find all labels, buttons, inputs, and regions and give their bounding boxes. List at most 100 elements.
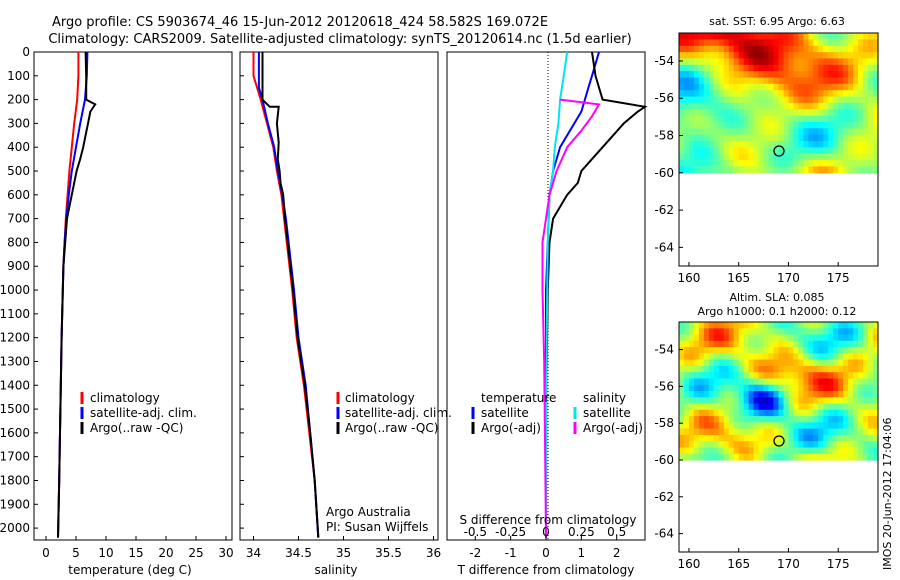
heat-cell [768, 128, 775, 136]
heat-cell [733, 359, 740, 367]
heat-cell [858, 365, 864, 373]
heat-cell [748, 441, 755, 449]
series-line-salinity-argo-adj [541, 98, 601, 538]
heat-cell [748, 434, 755, 442]
heat-cell [783, 141, 790, 148]
heat-cell [848, 45, 854, 53]
heat-cell [684, 141, 690, 148]
heat-cell [863, 353, 869, 361]
heat-cell [693, 39, 700, 47]
heat-cell [753, 153, 760, 161]
heat-cell [798, 391, 804, 398]
heat-cell [783, 153, 790, 161]
map-y-tick-label: -62 [654, 490, 674, 504]
heat-cell [748, 141, 755, 148]
salinity-panel: 34 34.5 35 35.5 36 salinity climatology sate… [239, 51, 452, 577]
y-tick-label: 400 [7, 140, 30, 154]
heat-cell [708, 416, 715, 423]
heat-cell [853, 422, 859, 430]
heat-cell [823, 102, 829, 110]
heat-cell [783, 434, 790, 442]
heat-cell [768, 39, 775, 47]
heat-cell [753, 416, 760, 423]
heat-cell [808, 378, 814, 386]
heat-cell [733, 83, 740, 91]
sst-heatmap [679, 33, 879, 174]
heat-cell [793, 52, 799, 60]
heat-cell [873, 141, 879, 148]
sla-heatmap [679, 322, 879, 461]
heat-cell [843, 115, 849, 123]
heat-cell [848, 353, 854, 361]
heat-cell [808, 422, 814, 430]
heat-cell [718, 122, 725, 129]
heat-cell [738, 391, 745, 398]
heat-cell [833, 378, 839, 386]
series-line-satellite-adj-clim [257, 52, 320, 538]
heat-cell [863, 340, 869, 348]
heat-cell [833, 403, 839, 411]
heat-cell [738, 45, 745, 53]
heat-cell [848, 153, 854, 161]
sla-map-panel: Altim. SLA: 0.085 Argo h1000: 0.1 h2000:… [654, 291, 879, 571]
heat-cell [863, 328, 869, 336]
heat-cell [868, 441, 874, 449]
heat-cell [768, 409, 775, 417]
heat-cell [684, 39, 690, 47]
heat-cell [858, 109, 864, 117]
map-x-tick-label: 165 [727, 557, 750, 571]
map-y-tick-label: -64 [654, 240, 674, 254]
heat-cell [853, 128, 859, 136]
heat-cell [693, 384, 700, 392]
difference-xlabel-top: S difference from climatology [460, 513, 637, 527]
heat-cell [679, 122, 685, 129]
heat-cell [803, 322, 809, 329]
y-tick-label: 1800 [0, 473, 30, 487]
heat-cell [848, 122, 854, 129]
heat-cell [808, 109, 814, 117]
heat-cell [778, 147, 785, 155]
heat-cell [753, 365, 760, 373]
heat-cell [689, 96, 695, 104]
heat-cell [828, 33, 834, 40]
heat-cell [873, 428, 879, 436]
heat-cell [679, 334, 685, 342]
heat-cell [868, 102, 874, 110]
heat-cell [773, 166, 780, 174]
heat-cell [803, 45, 809, 53]
heat-cell [873, 109, 879, 117]
heat-cell [758, 384, 765, 392]
heat-cell [868, 96, 874, 104]
heat-cell [778, 64, 785, 72]
heat-cell [788, 447, 795, 455]
heat-cell [793, 403, 799, 411]
y-tick-label: 1500 [0, 402, 30, 416]
heat-cell [733, 378, 740, 386]
heat-cell [823, 90, 829, 98]
heat-cell [679, 128, 685, 136]
heat-cell [708, 109, 715, 117]
map-y-tick-label: -62 [654, 203, 674, 217]
heat-cell [689, 365, 695, 373]
map-y-tick-label: -60 [654, 453, 674, 467]
map-y-tick-label: -58 [654, 416, 674, 430]
heat-cell [853, 372, 859, 380]
heat-cell [703, 403, 710, 411]
heat-cell [768, 83, 775, 91]
heat-cell [833, 109, 839, 117]
heat-cell [818, 153, 824, 161]
s-tick-label: 0 [542, 525, 550, 539]
heat-cell [708, 58, 715, 66]
heat-cell [808, 441, 814, 449]
heat-cell [778, 115, 785, 123]
heat-cell [708, 322, 715, 329]
heat-cell [778, 365, 785, 373]
heat-cell [758, 115, 765, 123]
heat-cell [813, 447, 819, 455]
heat-cell [853, 160, 859, 168]
heat-cell [793, 409, 799, 417]
heat-cell [798, 353, 804, 361]
heat-cell [838, 64, 844, 72]
heat-cell [828, 391, 834, 398]
heat-cell [723, 96, 730, 104]
